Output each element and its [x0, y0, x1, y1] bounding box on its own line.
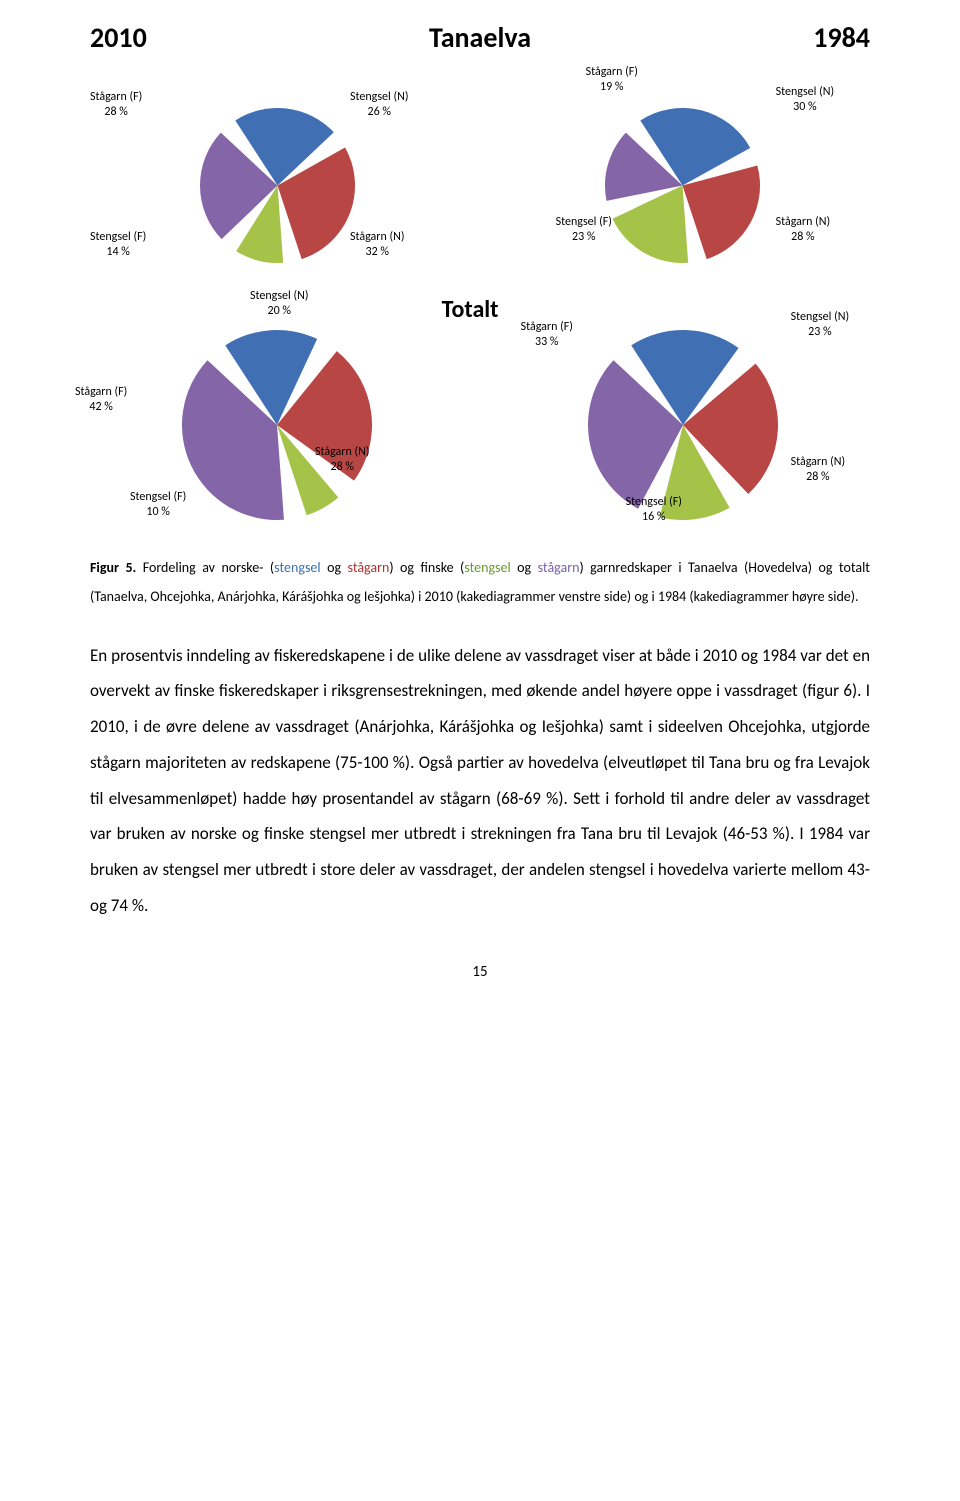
- slice-label-stengsel_n: Stengsel (N)30 %: [776, 85, 834, 115]
- slice-label-stengsel_n: Stengsel (N)26 %: [350, 90, 408, 120]
- chart-tan2010: Stågarn (F)28 % Stengsel (N)26 % Stengsel …: [90, 65, 464, 285]
- slice-label-stagarn_n: Stågarn (N)28 %: [791, 455, 846, 485]
- slice-label-stengsel_n: Stengsel (N)23 %: [791, 310, 849, 340]
- pie-chart: [605, 108, 760, 263]
- pie-slice-stagarn_n: [683, 165, 761, 259]
- chart-tot1984: Stågarn (F)33 % Stengsel (N)23 % Stengsel …: [496, 295, 870, 535]
- pie-chart: [182, 330, 372, 520]
- header-2010: 2010: [90, 20, 147, 55]
- slice-label-stagarn_f: Stågarn (F)42 %: [75, 385, 127, 415]
- slice-label-stengsel_f: Stengsel (F)23 %: [556, 215, 612, 245]
- slice-label-stengsel_f: Stengsel (F)16 %: [626, 495, 682, 525]
- header-tanaelva: Tanaelva: [429, 20, 531, 55]
- slice-label-stengsel_f: Stengsel (F)10 %: [130, 490, 186, 520]
- pie-chart: [200, 108, 355, 263]
- caption-lead: Figur 5.: [90, 559, 136, 576]
- page-number: 15: [90, 963, 870, 981]
- pie-chart: [588, 330, 778, 520]
- totalt-row: Stågarn (F)42 %Stengsel (N)20 %Stengsel …: [90, 295, 870, 535]
- header-1984: 1984: [813, 20, 870, 55]
- figure-caption: Figur 5. Fordeling av norske- (stengsel …: [90, 553, 870, 612]
- chart-tan1984: Stågarn (F)19 % Stengsel (N)30 % Stengsel …: [496, 65, 870, 285]
- slice-label-stengsel_n: Stengsel (N)20 %: [250, 289, 308, 319]
- slice-label-stagarn_n: Stågarn (N)28 %: [315, 445, 370, 475]
- slice-label-stagarn_n: Stågarn (N)32 %: [350, 230, 405, 260]
- slice-label-stagarn_f: Stågarn (F)19 %: [586, 65, 638, 95]
- slice-label-stagarn_n: Stågarn (N)28 %: [776, 215, 831, 245]
- chart-header-row: 2010 Tanaelva 1984: [90, 20, 870, 55]
- slice-label-stengsel_f: Stengsel (F)14 %: [90, 230, 146, 260]
- tanaelva-row: Stågarn (F)28 % Stengsel (N)26 % Stengsel …: [90, 65, 870, 285]
- body-paragraph: En prosentvis inndeling av fiskeredskape…: [90, 638, 870, 924]
- chart-tot2010: Stågarn (F)42 %Stengsel (N)20 %Stengsel …: [90, 295, 464, 535]
- slice-label-stagarn_f: Stågarn (F)28 %: [90, 90, 142, 120]
- totalt-title: Totalt: [442, 295, 499, 324]
- slice-label-stagarn_f: Stågarn (F)33 %: [521, 320, 573, 350]
